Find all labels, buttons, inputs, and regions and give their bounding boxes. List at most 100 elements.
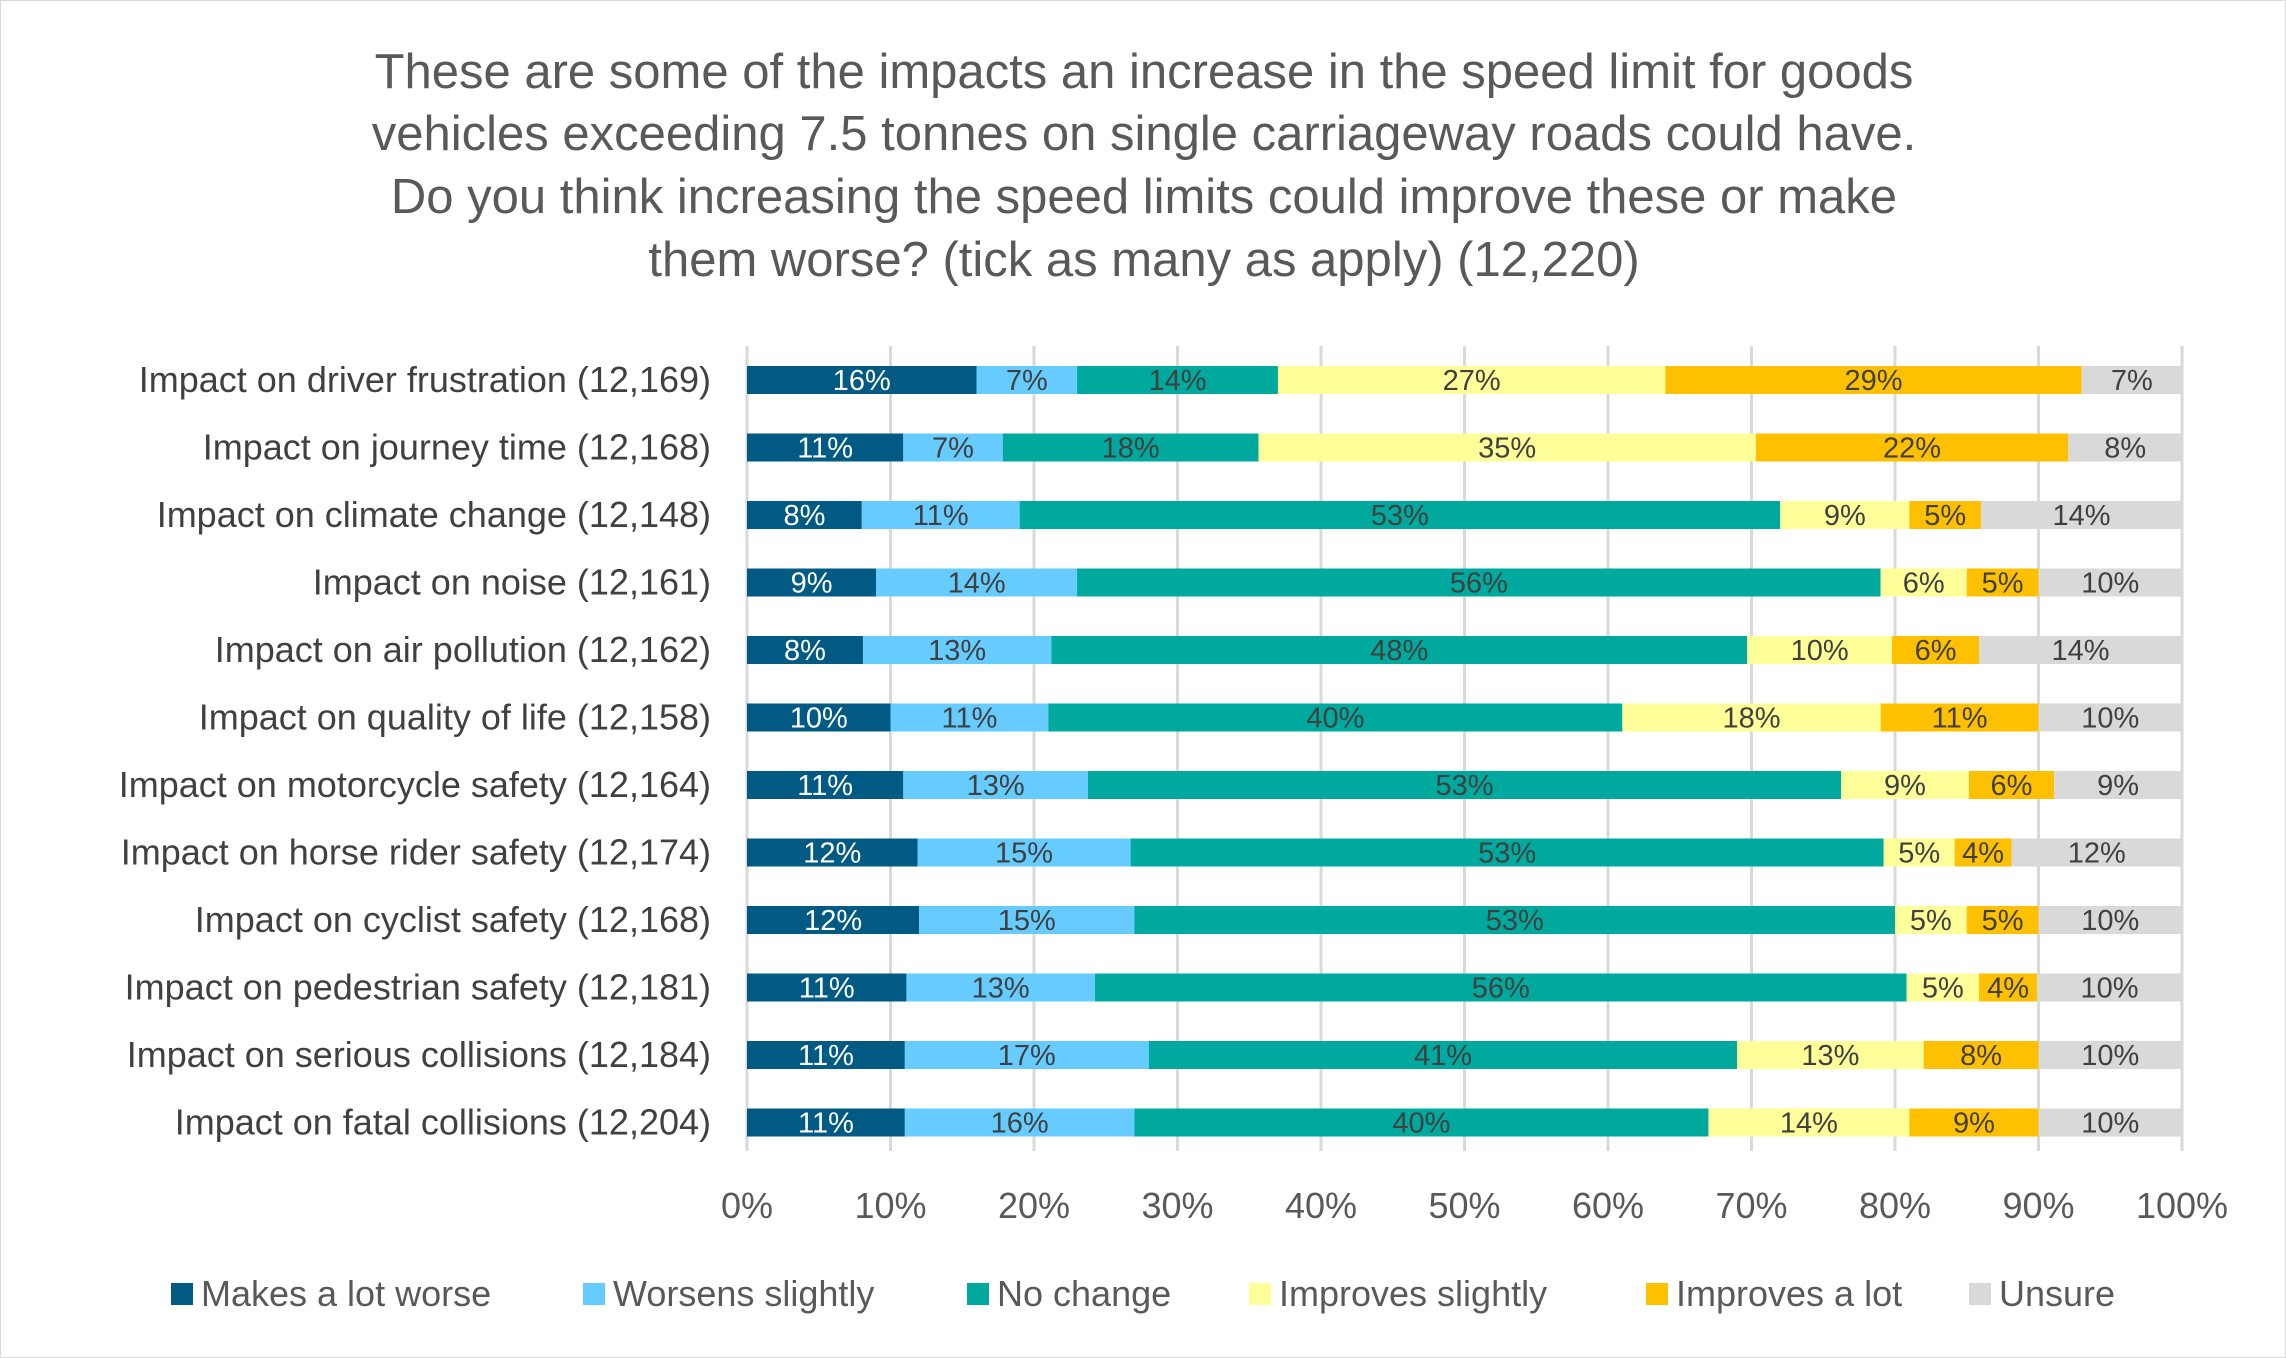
tick-label: 70%: [1715, 1185, 1787, 1226]
bar-segment: [2054, 771, 2182, 799]
data-label: 5%: [1898, 838, 1940, 870]
data-label: 10%: [2081, 973, 2139, 1005]
bar-segment: [2038, 703, 2182, 732]
data-label: 17%: [998, 1040, 1056, 1072]
bar-segment: [747, 838, 918, 867]
data-label: 29%: [1844, 365, 1902, 397]
bar-segment: [919, 906, 1135, 934]
data-label: 11%: [941, 703, 997, 735]
data-label: 5%: [1924, 500, 1966, 532]
bar-segment: [1979, 973, 2038, 1002]
data-label: 9%: [1824, 500, 1866, 532]
category-label: Impact on air pollution (12,162): [215, 629, 711, 670]
legend-label: Worsens slightly: [613, 1273, 874, 1314]
bar-segment: [747, 568, 877, 597]
bar-segment: [747, 366, 977, 394]
bar-segment: [747, 1108, 905, 1137]
data-label: 11%: [799, 973, 855, 1005]
data-label: 41%: [1414, 1040, 1472, 1072]
data-label: 16%: [833, 365, 891, 397]
legend-swatch: [967, 1283, 989, 1305]
data-label: 14%: [2052, 635, 2110, 667]
data-label: 5%: [1982, 568, 2024, 600]
bar-segment: [1755, 433, 2069, 462]
data-label: 6%: [1991, 770, 2033, 802]
data-label: 18%: [1722, 703, 1780, 735]
bar-segment: [1954, 838, 2012, 867]
data-label: 10%: [790, 703, 848, 735]
category-label: Impact on serious collisions (12,184): [127, 1034, 711, 1075]
data-label: 6%: [1915, 635, 1957, 667]
data-label: 53%: [1371, 500, 1429, 532]
bar-segment: [1134, 906, 1895, 934]
bar-segment: [890, 703, 1049, 732]
bar-segment: [2038, 906, 2182, 934]
data-label: 12%: [804, 905, 862, 937]
data-label: 40%: [1392, 1108, 1450, 1140]
bar-segment: [2068, 433, 2182, 462]
bar-segment: [1892, 636, 1980, 664]
data-label: 53%: [1435, 770, 1493, 802]
bar-segment: [862, 636, 1052, 664]
category-label: Impact on quality of life (12,158): [199, 697, 711, 738]
category-labels: Impact on driver frustration (12,169) Imp…: [119, 359, 711, 1143]
bar-segment: [1130, 838, 1884, 867]
bar-segment: [1966, 906, 2039, 934]
category-label: Impact on horse rider safety (12,174): [121, 832, 711, 873]
bar-segment: [1048, 703, 1623, 732]
data-label: 56%: [1450, 568, 1508, 600]
bar-segment: [917, 838, 1131, 867]
data-label: 53%: [1478, 838, 1536, 870]
bar-segment: [1087, 771, 1842, 799]
tick-label: 10%: [854, 1185, 926, 1226]
legend-label: Improves a lot: [1676, 1273, 1902, 1314]
bars: 16% 7% 14% 27% 29% 7% 11% 7% 18% 35% 22% 8% 8% 11% 53%…: [747, 365, 2182, 1140]
bar-segment: [1077, 366, 1278, 394]
gridlines: [745, 346, 2184, 1151]
data-label: 27%: [1443, 365, 1501, 397]
data-label: 4%: [1987, 973, 2029, 1005]
tick-label: 100%: [2136, 1185, 2228, 1226]
bar-segment: [1909, 501, 1982, 529]
data-label: 6%: [1903, 568, 1945, 600]
x-axis-ticks: 0% 10% 20% 30% 40% 50% 60% 70% 80% 90% 100%: [721, 1185, 2228, 1226]
tick-label: 20%: [998, 1185, 1070, 1226]
legend-swatch: [1646, 1283, 1668, 1305]
legend-label: Makes a lot worse: [201, 1273, 491, 1314]
bar-segment: [747, 636, 863, 664]
bar-segment: [1906, 973, 1980, 1002]
data-label: 4%: [1962, 838, 2004, 870]
bar-segment: [1979, 636, 2182, 664]
bar-segment: [1077, 568, 1881, 597]
legend-swatch: [583, 1283, 605, 1305]
category-label: Impact on noise (12,161): [313, 562, 711, 603]
legend-label: Unsure: [1999, 1273, 2115, 1314]
data-label: 7%: [2111, 365, 2153, 397]
data-label: 14%: [1148, 365, 1206, 397]
data-label: 13%: [928, 635, 986, 667]
tick-label: 30%: [1141, 1185, 1213, 1226]
data-label: 5%: [1910, 905, 1952, 937]
bar-segment: [1923, 1041, 2039, 1069]
legend-label: Improves slightly: [1279, 1273, 1547, 1314]
category-label: Impact on journey time (12,168): [203, 427, 711, 468]
bar-segment: [747, 973, 907, 1002]
bar-segment: [1747, 636, 1893, 664]
data-label: 9%: [791, 568, 833, 600]
title-line: them worse? (tick as many as apply) (12,…: [648, 233, 1639, 287]
data-label: 8%: [784, 635, 826, 667]
data-label: 16%: [991, 1108, 1049, 1140]
bar-segment: [1909, 1108, 2039, 1137]
bar-segment: [876, 568, 1078, 597]
bar-segment: [747, 771, 904, 799]
bar-segment: [1002, 433, 1259, 462]
data-label: 11%: [913, 500, 969, 532]
data-label: 11%: [797, 433, 853, 465]
category-label: Impact on fatal collisions (12,204): [175, 1102, 711, 1143]
bar-segment: [1051, 636, 1748, 664]
bar-segment: [1737, 1041, 1924, 1069]
bar-segment: [1258, 433, 1756, 462]
data-label: 22%: [1883, 433, 1941, 465]
data-label: 5%: [1982, 905, 2024, 937]
data-label: 9%: [1884, 770, 1926, 802]
